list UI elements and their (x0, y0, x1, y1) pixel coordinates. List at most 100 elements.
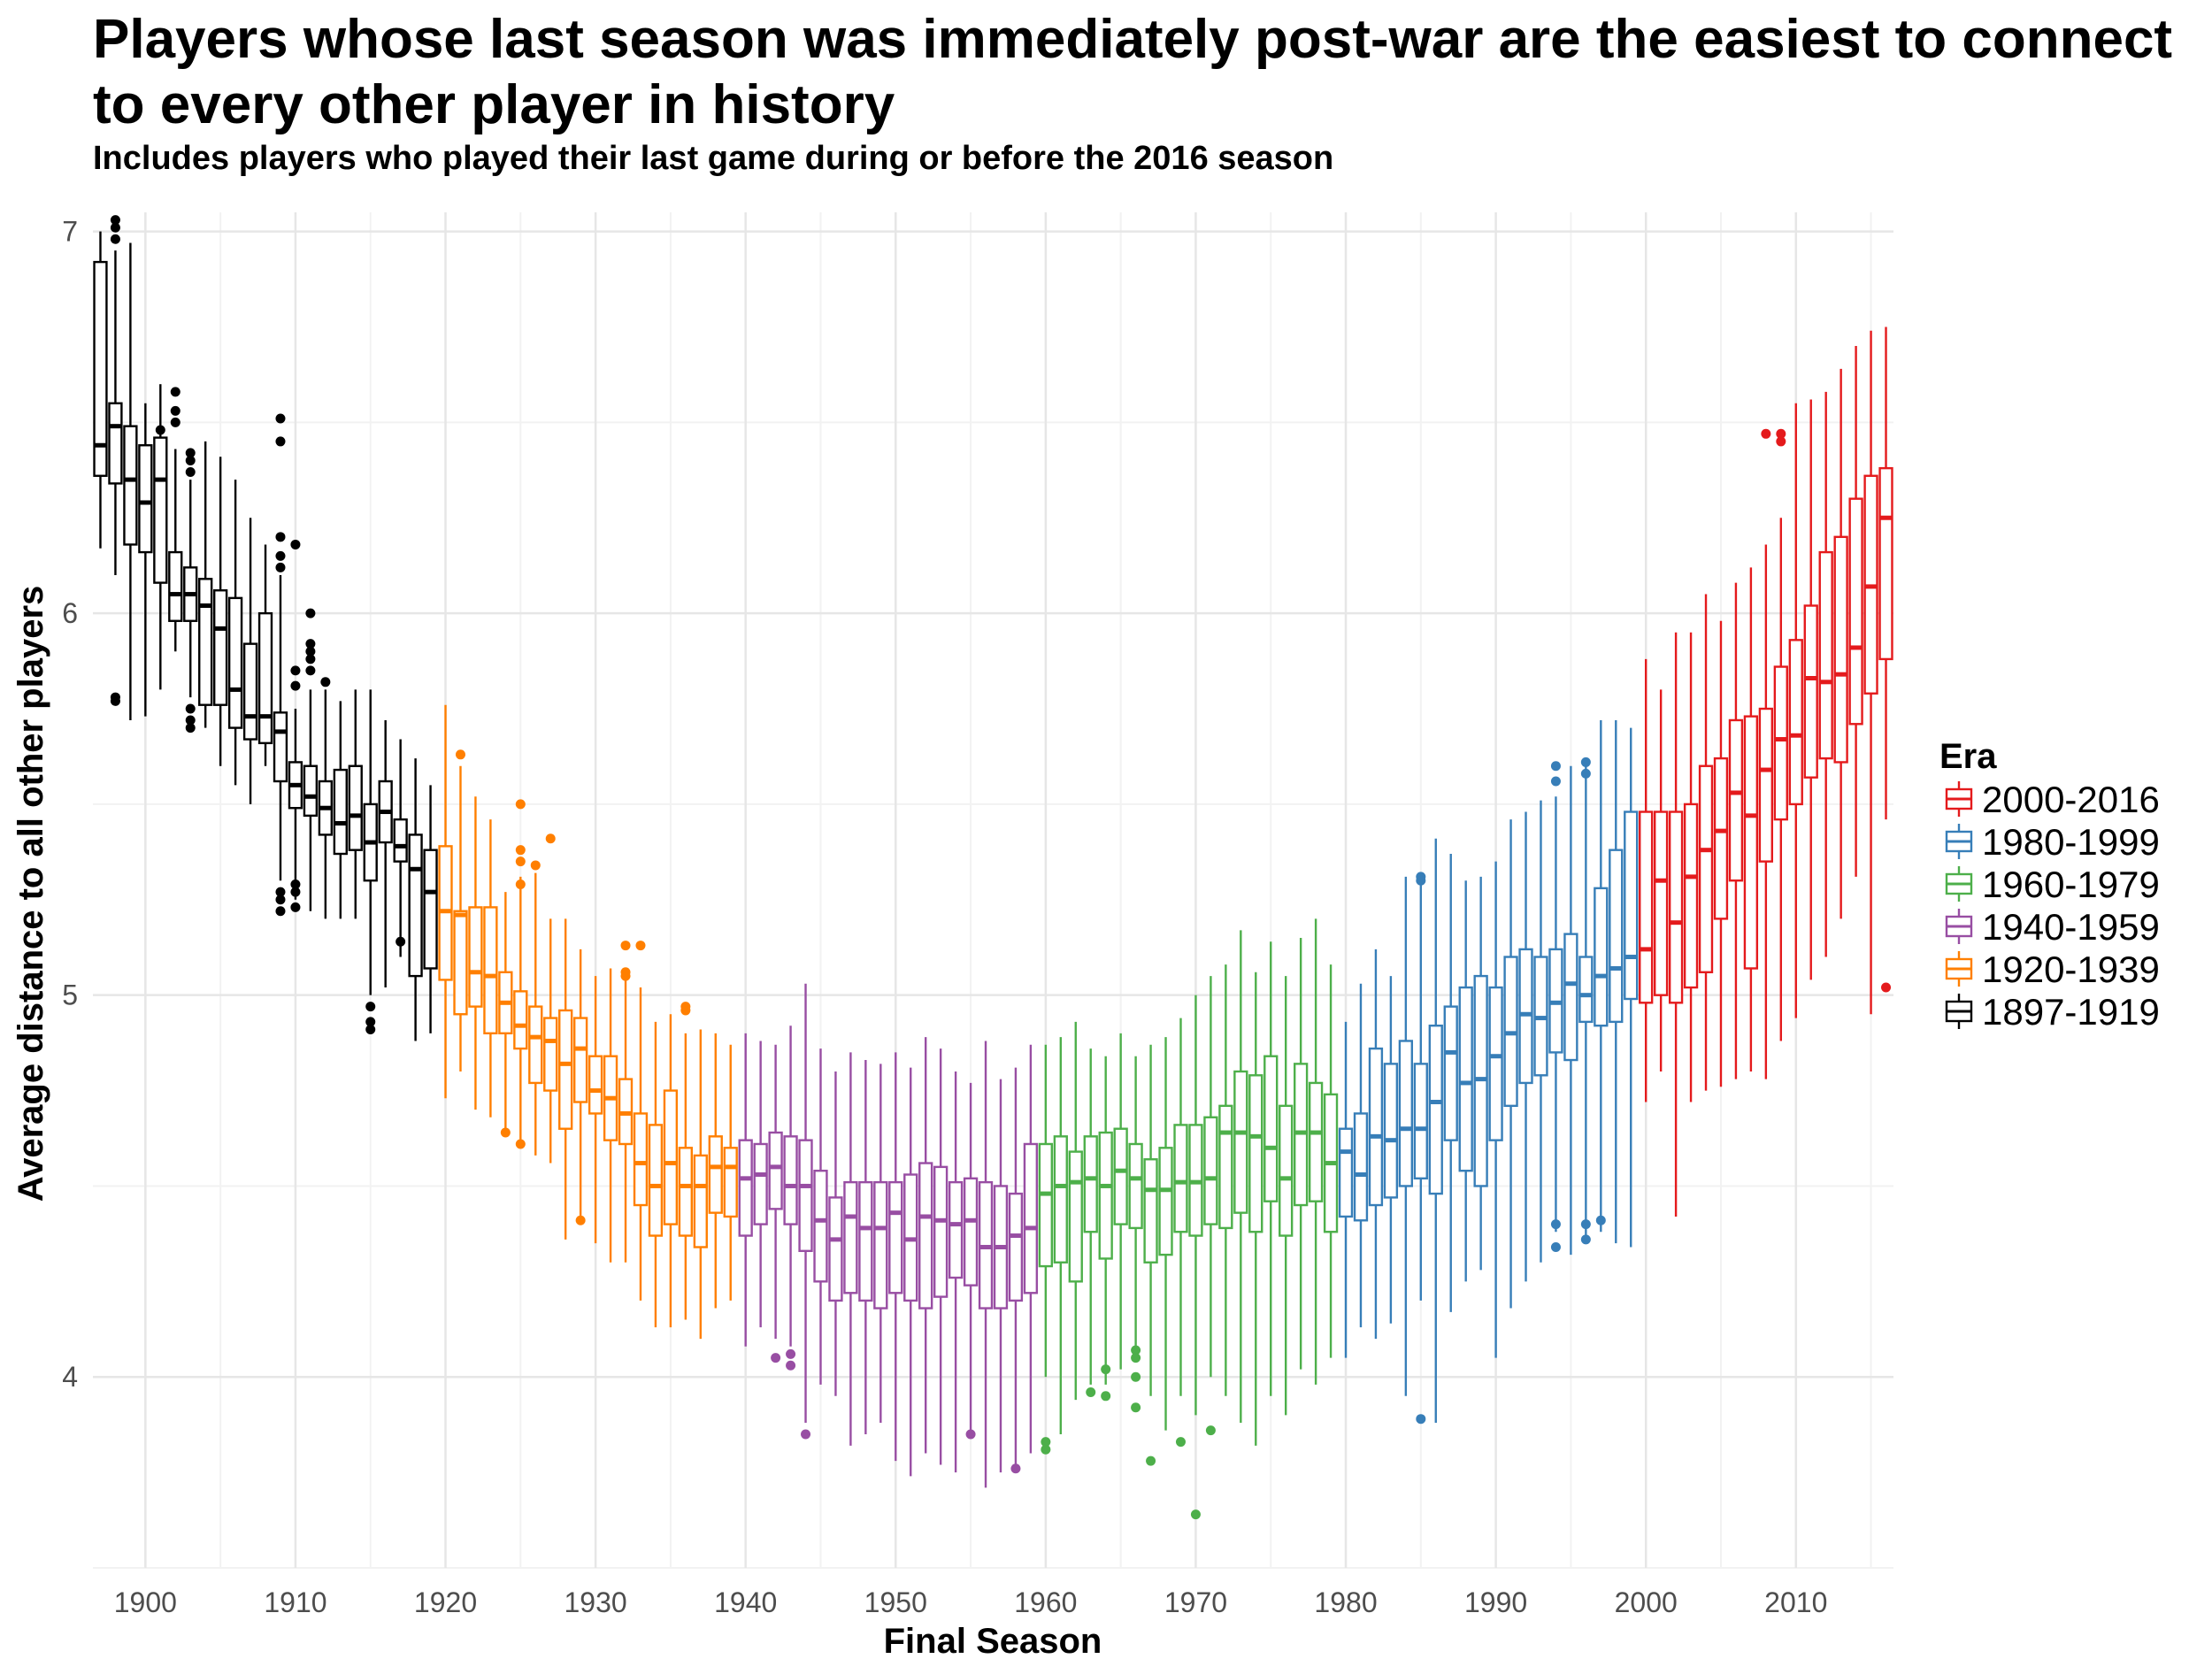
x-tick-label: 1950 (864, 1586, 927, 1618)
outlier-point (1761, 428, 1771, 439)
x-tick-label: 1900 (114, 1586, 177, 1618)
box-1940 (738, 1033, 753, 1347)
box-1979 (1323, 964, 1339, 1358)
box-body (1833, 535, 1848, 764)
box-1964 (1098, 1056, 1113, 1385)
box-1980 (1338, 1021, 1354, 1358)
box-body (693, 1154, 708, 1248)
box-1954 (948, 1071, 964, 1473)
box-body (1758, 707, 1774, 863)
outlier-point (515, 1139, 526, 1149)
outlier-point (1131, 1371, 1141, 1382)
outlier-point (1550, 1219, 1561, 1230)
outlier-point (396, 936, 406, 947)
box-2010 (1788, 403, 1803, 1018)
box-body (1428, 1024, 1443, 1195)
box-body (333, 768, 348, 856)
box-1999 (1624, 727, 1639, 1248)
box-body (1308, 1081, 1324, 1202)
outlier-point (275, 895, 286, 905)
outlier-point (515, 879, 526, 890)
box-body (1068, 1150, 1083, 1283)
box-2011 (1803, 399, 1818, 980)
box-1941 (753, 1041, 768, 1328)
box-1918 (408, 758, 423, 1041)
box-1911 (303, 689, 319, 911)
outlier-point (1101, 1364, 1111, 1375)
box-1923 (483, 819, 498, 1118)
box-1976 (1279, 976, 1294, 1416)
box-body (1713, 757, 1729, 920)
box-1957 (993, 1079, 1009, 1473)
box-body (1594, 887, 1609, 1027)
box-body (858, 1180, 873, 1302)
box-1924 (498, 892, 513, 1137)
box-1959 (1023, 1044, 1039, 1454)
outlier-point (290, 680, 301, 691)
outlier-point (771, 1353, 781, 1363)
box-body (1218, 1104, 1233, 1230)
box-2014 (1848, 346, 1863, 877)
box-1950 (888, 1052, 903, 1462)
box-body (468, 906, 483, 1008)
x-tick-label: 1970 (1164, 1586, 1227, 1618)
outlier-point (515, 799, 526, 810)
box-body (1563, 933, 1578, 1062)
box-2000 (1639, 658, 1654, 1102)
outlier-point (290, 879, 301, 890)
box-body (483, 906, 498, 1035)
legend-item-1920-1939: 1920-1939 (1945, 949, 2160, 990)
box-1970 (1188, 995, 1203, 1416)
outlier-point (1146, 1455, 1156, 1466)
box-1963 (1083, 1048, 1098, 1385)
box-body (1443, 1005, 1458, 1141)
outlier-point (155, 425, 165, 435)
box-body (1098, 1131, 1113, 1260)
box-1914 (348, 689, 363, 919)
box-body (1488, 986, 1503, 1141)
outlier-point (1041, 1437, 1051, 1448)
box-1920 (438, 704, 453, 1099)
y-tick-label: 4 (62, 1361, 78, 1393)
box-body (1023, 1142, 1039, 1294)
box-body (227, 596, 243, 729)
chart-subtitle: Includes players who played their last g… (93, 140, 1334, 177)
box-body (948, 1180, 964, 1279)
legend-label: 1940-1959 (1982, 906, 2160, 948)
box-body (572, 1017, 588, 1103)
box-body (888, 1180, 903, 1294)
legend-item-2000-2016: 2000-2016 (1945, 779, 2160, 820)
outlier-point (305, 639, 316, 649)
box-1965 (1113, 1033, 1128, 1370)
box-1935 (663, 1014, 679, 1328)
box-body (1338, 1127, 1354, 1218)
box-body (798, 1139, 813, 1253)
box-1992 (1518, 811, 1533, 1282)
box-1921 (453, 765, 468, 1071)
y-tick-label: 5 (62, 979, 78, 1011)
box-2013 (1833, 368, 1848, 919)
box-2016 (1878, 326, 1893, 820)
box-1934 (648, 1021, 664, 1328)
outlier-point (1881, 982, 1892, 993)
box-body (1818, 550, 1833, 760)
box-body (1848, 497, 1863, 726)
outlier-point (635, 941, 646, 951)
box-1930 (588, 976, 603, 1244)
outlier-point (275, 562, 286, 572)
y-axis-ticks: 4 5 6 7 (62, 216, 78, 1394)
outlier-point (515, 845, 526, 856)
x-tick-label: 2010 (1764, 1586, 1827, 1618)
box-body (918, 1162, 933, 1310)
box-1915 (363, 689, 378, 995)
box-1981 (1353, 983, 1369, 1328)
outlier-point (1580, 1219, 1591, 1230)
box-1907 (242, 518, 258, 804)
box-body (348, 764, 363, 851)
box-body (933, 1165, 949, 1298)
outlier-point (275, 887, 286, 897)
box-body (108, 402, 123, 485)
outlier-point (1086, 1386, 1096, 1397)
box-1995 (1563, 765, 1578, 1256)
